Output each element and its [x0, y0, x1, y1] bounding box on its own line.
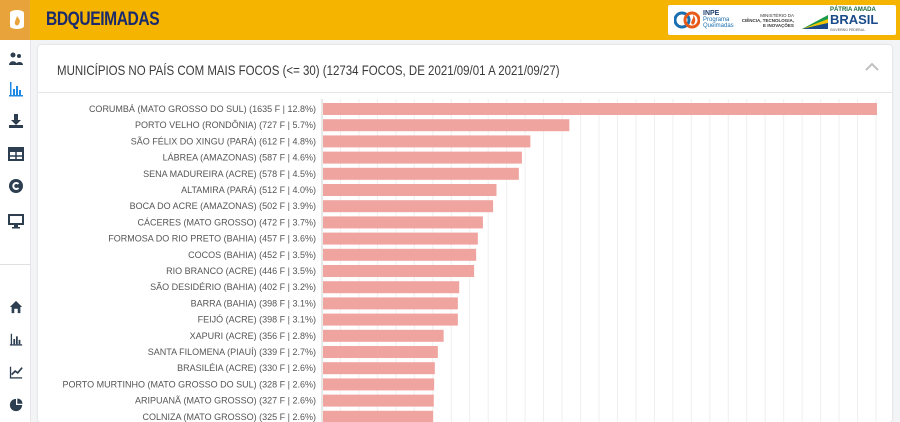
data-bar[interactable]	[323, 151, 522, 164]
inpe-name: INPE	[703, 10, 720, 17]
ministry-logo[interactable]: MINISTÉRIO DA CIÊNCIA, TECNOLOGIA, E INO…	[742, 13, 794, 28]
sidebar-divider	[0, 264, 30, 265]
chart-panel: MUNICÍPIOS NO PAÍS COM MAIS FOCOS (<= 30…	[38, 45, 892, 422]
category-label: SANTA FILOMENA (PIAUÍ) (339 F | 2.7%)	[148, 347, 316, 357]
brasil-line2: BRASIL	[829, 11, 879, 27]
app-title[interactable]: BDQUEIMADAS	[46, 9, 160, 30]
panel-divider	[38, 92, 892, 93]
sidebar	[0, 0, 34, 422]
category-label: CORUMBÁ (MATO GROSSO DO SUL) (1635 F | 1…	[89, 104, 316, 114]
data-bar[interactable]	[323, 248, 477, 261]
brasil-line3: GOVERNO FEDERAL	[829, 27, 866, 32]
category-label: FORMOSA DO RIO PRETO (BAHIA) (457 F | 3.…	[108, 234, 316, 244]
data-bar[interactable]	[323, 297, 458, 310]
bar-chart: CORUMBÁ (MATO GROSSO DO SUL) (1635 F | 1…	[62, 99, 877, 422]
data-bar[interactable]	[323, 394, 434, 407]
category-label: COLNIZA (MATO GROSSO) (325 F | 2.6%)	[142, 412, 316, 422]
category-label: XAPURI (ACRE) (356 F | 2.8%)	[190, 331, 316, 341]
brasil-logo[interactable]: PÁTRIA AMADA BRASIL GOVERNO FEDERAL	[801, 6, 879, 34]
panel-title: MUNICÍPIOS NO PAÍS COM MAIS FOCOS (<= 30…	[57, 62, 560, 78]
partner-logos: INPE Programa Queimadas MINISTÉRIO DA CI…	[668, 5, 896, 35]
top-bar: BDQUEIMADAS INPE Programa Queimadas MINI…	[30, 0, 900, 40]
app-logo[interactable]	[0, 0, 34, 40]
category-label: ALTAMIRA (PARÁ) (512 F | 4.0%)	[181, 185, 316, 195]
table-icon[interactable]	[7, 145, 25, 163]
data-bar[interactable]	[323, 216, 483, 229]
home-icon[interactable]	[7, 298, 25, 316]
pie-chart-icon[interactable]	[7, 396, 25, 414]
data-bar[interactable]	[323, 362, 435, 375]
category-label: BRASILÉIA (ACRE) (330 F | 2.6%)	[177, 363, 316, 373]
category-label: RIO BRANCO (ACRE) (446 F | 3.5%)	[166, 266, 316, 276]
line-chart-icon[interactable]	[7, 363, 25, 381]
category-label: BARRA (BAHIA) (398 F | 3.1%)	[191, 298, 316, 308]
data-bar[interactable]	[323, 200, 494, 213]
data-bar[interactable]	[323, 184, 497, 196]
category-label: FEIJÓ (ACRE) (398 F | 3.1%)	[198, 315, 316, 325]
category-label: CÁCERES (MATO GROSSO) (472 F | 3.7%)	[137, 217, 316, 227]
people-map-icon[interactable]	[7, 50, 25, 68]
data-bar[interactable]	[323, 346, 438, 358]
data-bar[interactable]	[323, 410, 434, 422]
category-label: ARIPUANÃ (MATO GROSSO) (327 F | 2.6%)	[135, 396, 316, 406]
brasil-flag-icon	[801, 15, 828, 29]
brasil-line1: PÁTRIA AMADA	[829, 6, 876, 13]
ministry-line2: CIÊNCIA, TECNOLOGIA,	[741, 17, 794, 23]
bar-chart-small-icon[interactable]	[7, 330, 25, 348]
ministry-line3: E INOVAÇÕES	[763, 22, 794, 28]
category-label: PORTO VELHO (RONDÔNIA) (727 F | 5.7%)	[135, 120, 316, 130]
category-label: BOCA DO ACRE (AMAZONAS) (502 F | 3.9%)	[130, 201, 316, 211]
data-bar[interactable]	[323, 313, 458, 326]
data-bar[interactable]	[323, 329, 444, 342]
category-label: SÃO FÉLIX DO XINGU (PARÁ) (612 F | 4.8%)	[131, 136, 316, 146]
inpe-mark-icon	[674, 11, 700, 29]
category-label: COCOS (BAHIA) (452 F | 3.5%)	[188, 250, 316, 260]
data-bar[interactable]	[323, 119, 570, 132]
inpe-logo[interactable]: INPE Programa Queimadas	[674, 10, 734, 30]
ministry-line1: MINISTÉRIO DA	[760, 12, 794, 18]
database-fire-icon	[10, 10, 24, 29]
category-label: SÃO DESIDÉRIO (BAHIA) (402 F | 3.2%)	[150, 282, 316, 292]
monitor-icon[interactable]	[7, 212, 25, 230]
data-bar[interactable]	[323, 265, 475, 277]
category-label: SENA MADUREIRA (ACRE) (578 F | 4.5%)	[143, 169, 316, 179]
inpe-line1: Programa	[703, 17, 730, 23]
data-bar[interactable]	[323, 281, 460, 294]
data-bar[interactable]	[323, 167, 519, 180]
data-bar[interactable]	[323, 135, 531, 148]
inpe-line2: Queimadas	[703, 23, 734, 29]
download-icon[interactable]	[7, 112, 25, 130]
chevron-up-icon[interactable]	[864, 60, 880, 74]
data-bar[interactable]	[323, 378, 435, 391]
copyright-icon[interactable]	[7, 177, 25, 195]
category-label: PORTO MURTINHO (MATO GROSSO DO SUL) (328…	[62, 379, 316, 389]
category-label: LÁBREA (AMAZONAS) (587 F | 4.6%)	[163, 153, 316, 163]
bar-chart-icon[interactable]	[7, 80, 25, 98]
data-bar[interactable]	[323, 232, 478, 245]
data-bar[interactable]	[323, 103, 877, 115]
